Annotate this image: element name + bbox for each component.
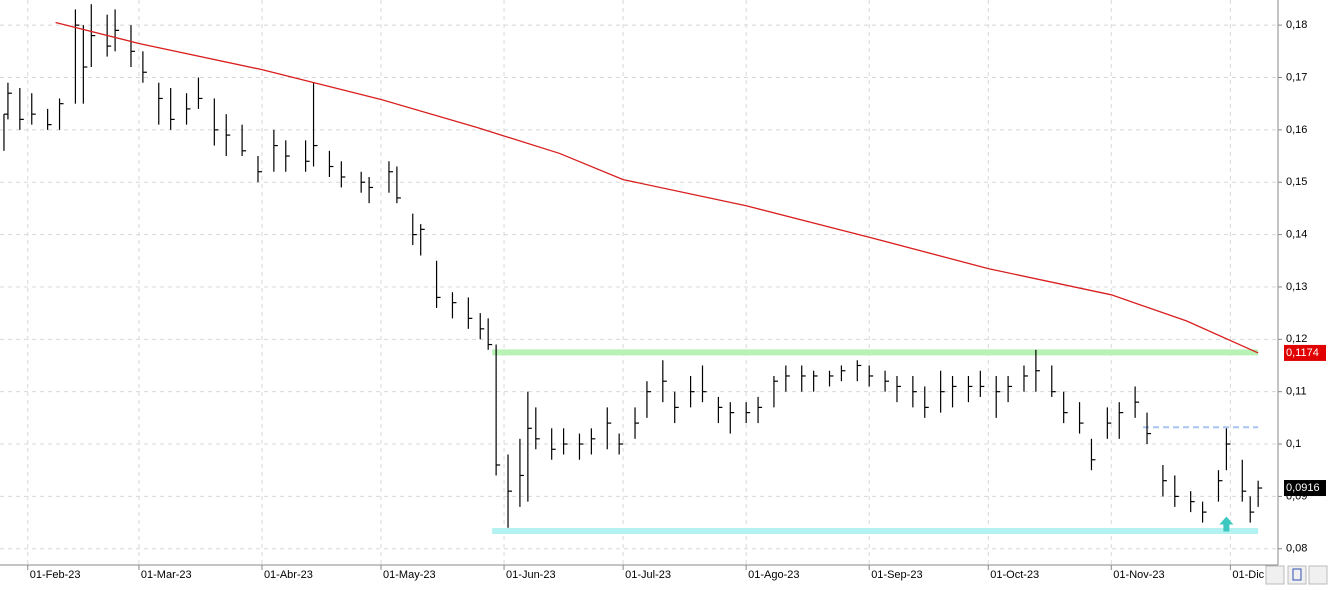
x-tick-label: 01-Dic <box>1232 569 1264 581</box>
last-value-label: 0,1174 <box>1286 347 1319 359</box>
y-tick-label: 0,18 <box>1286 19 1307 31</box>
last-value-box <box>1284 480 1326 497</box>
last-value-box <box>1284 344 1326 361</box>
x-tick-label: 01-Nov-23 <box>1113 569 1164 581</box>
menu-button[interactable] <box>1308 565 1328 585</box>
arrow <box>1219 516 1234 532</box>
x-tick-label: 01-Ago-23 <box>748 569 799 581</box>
y-tick-label: 0,14 <box>1286 228 1307 240</box>
x-tick-label: 01-Jun-23 <box>506 569 556 581</box>
moving-average <box>55 21 1259 354</box>
last-value-label: 0,0916 <box>1286 482 1320 494</box>
x-tick-label: 01-Jul-23 <box>625 569 671 581</box>
x-tick-label: 01-Oct-23 <box>990 569 1039 581</box>
x-tick-label: 01-Mar-23 <box>141 569 192 581</box>
y-tick-label: 0,17 <box>1286 71 1307 83</box>
y-tick-label: 0,16 <box>1286 124 1307 136</box>
save-icon <box>1292 568 1302 581</box>
y-tick-label: 0,13 <box>1286 281 1307 293</box>
y-tick-label: 0,08 <box>1286 543 1307 555</box>
y-tick-label: 0,1 <box>1286 438 1301 450</box>
y-tick-label: 0,11 <box>1286 386 1307 398</box>
scroll-button[interactable] <box>1265 565 1285 585</box>
y-tick-label: 0,12 <box>1286 333 1307 345</box>
x-tick-label: 01-May-23 <box>383 569 436 581</box>
x-tick-label: 01-Feb-23 <box>30 569 81 581</box>
y-tick-label: 0,15 <box>1286 176 1307 188</box>
x-tick-label: 01-Sep-23 <box>871 569 922 581</box>
x-tick-label: 01-Abr-23 <box>264 569 313 581</box>
